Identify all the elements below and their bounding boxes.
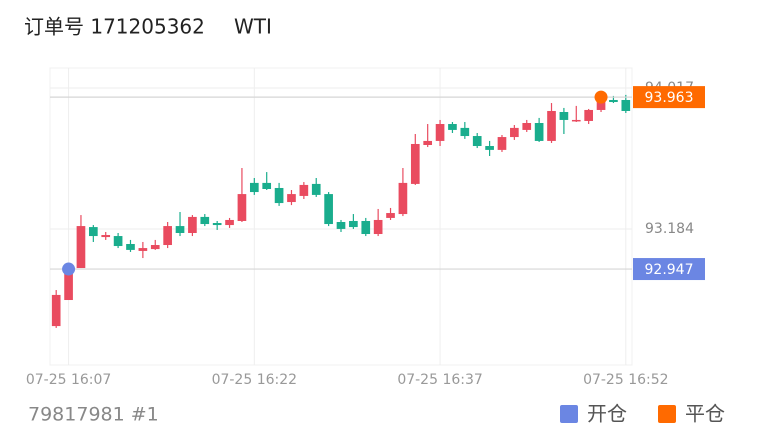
candle-body xyxy=(64,270,73,301)
candle-body xyxy=(361,220,371,235)
candle-body xyxy=(150,245,160,250)
candle-body xyxy=(262,182,272,189)
legend-swatch xyxy=(560,405,578,423)
candle-body xyxy=(386,213,395,218)
candle-body xyxy=(373,219,383,235)
candle-body xyxy=(349,220,358,228)
candle-body xyxy=(51,294,61,327)
candle-body xyxy=(410,143,420,184)
plot-frame xyxy=(49,67,633,366)
legend-swatch xyxy=(658,405,676,423)
candle-body xyxy=(311,183,321,195)
candle-body xyxy=(423,140,433,145)
candle-body xyxy=(336,222,346,229)
candle-body xyxy=(398,182,408,215)
candle-body xyxy=(175,226,185,233)
price-tag xyxy=(633,258,705,281)
candle-body xyxy=(274,187,284,204)
legend-label: 平仓 xyxy=(685,402,725,426)
price-label: 92.947 xyxy=(645,262,694,278)
symbol: WTI xyxy=(234,15,272,39)
candle-body xyxy=(609,99,618,103)
candle-body xyxy=(460,127,470,137)
candle-body xyxy=(212,223,222,226)
candle-body xyxy=(584,109,593,121)
candle-body xyxy=(324,194,333,225)
price-label: 93.963 xyxy=(645,90,694,106)
candle-body xyxy=(571,119,581,122)
candle-body xyxy=(163,226,172,246)
x-tick-label: 07-25 16:37 xyxy=(397,372,482,388)
y-tick-label: 93.184 xyxy=(645,221,694,237)
candle-body xyxy=(547,110,556,141)
candle-body xyxy=(89,227,98,237)
candle-body xyxy=(448,124,457,130)
candle-body xyxy=(485,146,494,150)
candle-body xyxy=(249,182,259,193)
candle-body xyxy=(225,219,234,226)
candle-body xyxy=(559,112,569,120)
candle-body xyxy=(497,137,507,150)
x-tick-label: 07-25 16:22 xyxy=(212,372,297,388)
candle-body xyxy=(596,99,606,110)
candle-body xyxy=(113,236,123,247)
candle-body xyxy=(126,244,135,250)
candle-body xyxy=(621,99,631,111)
x-tick-label: 07-25 16:52 xyxy=(583,372,668,388)
candle-body xyxy=(188,216,197,233)
candle-body xyxy=(472,136,482,147)
price-tag xyxy=(633,86,705,109)
candle-body xyxy=(101,235,111,238)
candle-body xyxy=(200,216,210,225)
legend-label: 开仓 xyxy=(587,402,627,426)
candle-body xyxy=(510,127,519,138)
account: 79817981 #1 xyxy=(28,404,159,426)
candle-body xyxy=(76,226,86,269)
order-title: 订单号 171205362 xyxy=(24,15,205,39)
trade-marker xyxy=(62,262,76,276)
trade-marker xyxy=(594,90,608,104)
candle-body xyxy=(435,124,445,141)
candle-body xyxy=(534,123,544,141)
candle-body xyxy=(138,248,148,251)
candle-body xyxy=(287,194,296,203)
x-tick-label: 07-25 16:07 xyxy=(26,372,111,388)
candle-body xyxy=(522,123,532,130)
candle-body xyxy=(299,184,309,196)
candle-body xyxy=(237,194,247,221)
